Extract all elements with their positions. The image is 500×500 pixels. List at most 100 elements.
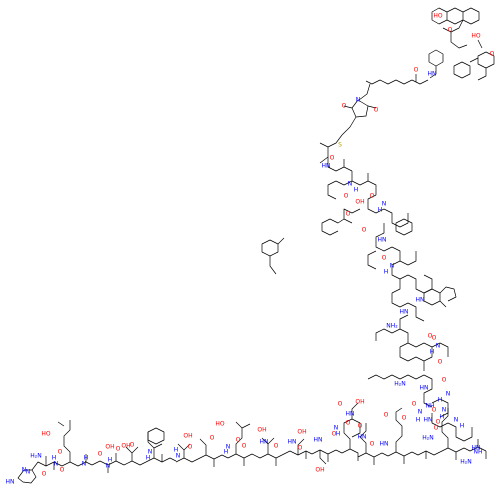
leu-val-lys-gly-arg-atom-label: NH [474,449,483,456]
leu-val-lys-gly-arg-atom-label: H₂N [422,435,433,442]
leu-glu-gly-gln-ala-ala-atom-label: O [402,415,407,422]
his-glu-gly-thr-phe-thr-atom-label: N [54,461,59,468]
glu-ile-phe-ala-trp-atom-label: N [382,201,387,208]
his-glu-gly-thr-phe-thr-atom-label: N [22,467,27,474]
leu-glu-gly-gln-ala-ala-atom-label: HN [346,411,355,418]
leu-glu-gly-gln-ala-ala-atom-label: OH [355,399,364,406]
leu-glu-gly-gln-ala-ala-atom-label: O [346,420,351,427]
leu-val-lys-gly-arg-atom-label: H [430,349,435,356]
ser-asp-val-ser-ser-tyr-atom-label: O [242,443,247,450]
leu-val-lys-gly-arg-atom-label: O [436,419,441,426]
trp-indole [423,286,457,308]
ser-asp-val-ser-ser-tyr-atom-label: O [274,443,279,450]
his-glu-gly-thr-phe-thr-atom-label: N [26,469,31,476]
maleimide-cys-atom-label: N [356,97,361,104]
maleimide-cys-atom-label: O [342,103,347,110]
leu-val-lys-gly-arg-atom-label: HN [420,385,429,392]
leu-glu-gly-gln-ala-ala-atom-label: O [370,441,375,448]
ser-asp-val-ser-ser-tyr-atom-label: O [298,445,303,452]
ser-asp-val-ser-ser-tyr-atom-label: HN [314,437,323,444]
glu-ile-phe-ala-trp-atom-label: O [382,255,387,262]
leu-glu-gly-gln-ala-ala-atom-label: H [336,431,341,438]
his-glu-gly-thr-phe-thr-atom-label: O [58,449,63,456]
leu-glu-gly-gln-ala-ala-atom-label: H [416,417,421,424]
his-glu-gly-thr-phe-thr-atom-label: H [84,455,89,462]
leu-glu-gly-gln-ala-ala-atom-label: HN [380,441,389,448]
leu-glu-gly-gln-ala-ala-atom-label: NH [426,403,435,410]
backbone-segment-3 [357,407,487,465]
backbone-segment-2 [197,402,361,467]
his-glu-gly-thr-phe-thr-atom-label: OH [105,444,114,451]
glu-ile-phe-ala-trp-atom-label: HN [322,163,331,170]
glu-ile-phe-ala-trp-atom-label: O [344,193,349,200]
ser-asp-val-ser-ser-tyr-atom-label: OH [315,467,324,474]
leu-glu-gly-gln-ala-ala-atom-label: O [412,401,417,408]
tyr-ring [261,239,279,257]
his-glu-gly-thr-phe-thr-atom-label: H [52,455,57,462]
leu-glu-gly-gln-ala-ala-atom-label: NH₂ [386,323,398,330]
leu-glu-gly-gln-ala-ala-atom-label: HN [358,434,367,441]
his-glu-gly-thr-phe-thr-atom-label: O [116,446,121,453]
glu-ile-phe-ala-trp-atom-label: H [354,187,359,194]
glu-ile-phe-ala-trp-atom-label: O [330,155,335,162]
leu-val-lys-gly-arg-atom-label: HN [472,445,481,452]
ser-asp-val-ser-ser-tyr-atom-label: O [188,444,193,451]
fluorescein-xanthene-atom-label: HO [471,33,481,40]
ser-asp-val-ser-ser-tyr-atom-label: H [174,447,179,454]
leu-val-lys-gly-arg-atom-label: HN [400,309,409,316]
ser-asp-val-ser-ser-tyr-atom-label: OH [297,429,306,436]
his-glu-gly-thr-phe-thr-atom-label: O [98,451,103,458]
ser-asp-val-ser-ser-tyr-atom-label: O [210,435,215,442]
glu-ile-phe-ala-trp-atom-label: H [384,269,389,276]
maleimide-cys-atom-label: S [338,142,342,149]
leu-glu-gly-gln-ala-ala-atom-label: O [358,423,363,430]
leu-glu-gly-gln-ala-ala-atom-label: O [384,412,389,419]
glu-ile-phe-ala-trp-atom-label: H [378,207,383,214]
his-glu-gly-thr-phe-thr-atom-label: OH [121,443,130,450]
his-glu-gly-thr-phe-thr-atom-label: N [148,449,153,456]
leu-val-lys-gly-arg-atom-label: N [454,417,459,424]
fluorescein-linker-atom-label: HN [428,71,437,78]
ser-asp-val-ser-ser-tyr-atom-label: O [332,431,337,438]
leu-val-lys-gly-arg-atom-label: HN [424,417,433,424]
maleimide-cys-atom-label: O [374,107,379,114]
ser-asp-val-ser-ser-tyr-atom-label: N [176,453,181,460]
ser-asp-val-ser-ser-tyr-atom-label: H [224,449,229,456]
leu-val-lys-gly-arg-atom-label: O [434,425,439,432]
glu-ile-phe-ala-trp-atom-label: N [348,181,353,188]
ser-asp-val-ser-ser-tyr-atom-label: OH [257,427,266,434]
leu-val-lys-gly-arg-atom-label: N [446,391,451,398]
fluorescein-group [358,7,495,101]
ser-asp-val-ser-ser-tyr-atom-label: HN [260,439,269,446]
leu-val-lys-gly-arg-atom-label: H [438,397,443,404]
backbone-segment-5 [367,314,473,442]
fluorescein-xanthene-atom-label: HO [433,13,443,20]
glu-ile-phe-ala-trp-atom-label: N [390,263,395,270]
leu-val-lys-gly-arg-atom-label: O [432,335,437,342]
leu-glu-gly-gln-ala-ala-atom-label: O [338,401,343,408]
his-glu-gly-thr-phe-thr-atom-label: H [146,455,151,462]
ser-asp-val-ser-ser-tyr-atom-label: N [226,444,231,451]
bond-skeleton [17,7,495,484]
his-glu-gly-thr-phe-thr-atom-label: HN [6,479,15,486]
ser-asp-val-ser-ser-tyr-atom-label: HN [288,439,297,446]
tyr-linker [269,237,285,275]
leu-glu-gly-gln-ala-ala-atom-label: N [334,425,339,432]
leu-val-lys-gly-arg-atom-label: H₂N [394,381,405,388]
leu-glu-gly-gln-ala-ala-atom-label: N [418,409,423,416]
glu-ile-phe-ala-trp-atom-label: HN [416,297,425,304]
his-glu-gly-thr-phe-thr-atom-label: O [60,467,65,474]
ser-asp-val-ser-ser-tyr-atom-label: OH [183,433,192,440]
leu-val-lys-gly-arg-atom-label: N [436,343,441,350]
ser-asp-val-ser-ser-tyr-atom-label: O [236,437,241,444]
leu-val-lys-gly-arg-atom-label: H [460,423,465,430]
phe-ring-right [395,218,413,236]
his-glu-gly-thr-phe-thr-atom-label: N [106,463,111,470]
his-glu-gly-thr-phe-thr-atom-label: H₂N [30,453,41,460]
glu-ile-phe-ala-trp-atom-label: O [362,227,367,234]
leu-val-lys-gly-arg-atom-label: O [428,333,433,340]
ser-asp-val-ser-ser-tyr-atom-label: HO [215,421,225,428]
fluorescein-linker-atom-label: O [414,67,419,74]
